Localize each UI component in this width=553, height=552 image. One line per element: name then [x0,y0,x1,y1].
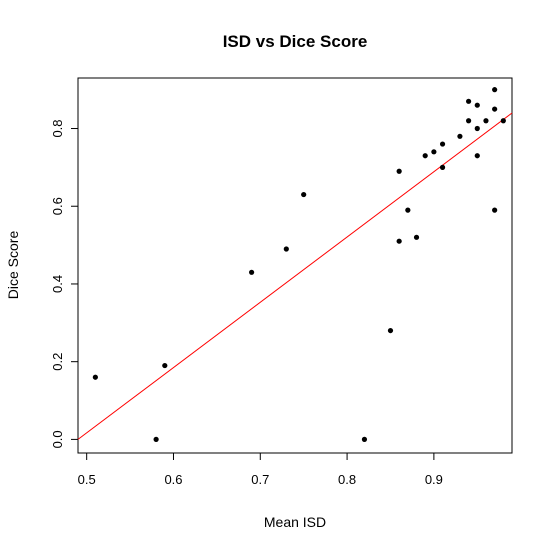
data-point [249,269,255,275]
y-tick-label: 0.8 [50,119,65,137]
y-axis-ticks: 0.0 0.2 0.4 0.6 0.8 [50,119,78,448]
x-tick-label: 0.6 [164,472,182,487]
data-point [387,327,394,334]
data-point [283,246,289,252]
x-axis-ticks: 0.5 0.6 0.7 0.8 0.9 [78,453,443,487]
data-point [483,118,489,124]
data-point [439,141,446,147]
x-tick-label: 0.5 [78,472,96,487]
data-point [301,191,307,198]
data-point [466,118,472,124]
x-tick-label: 0.7 [251,472,269,487]
data-point [413,234,420,240]
data-point [92,374,98,380]
data-point [153,436,159,442]
data-point [431,149,437,155]
data-point [500,118,506,124]
y-axis-label: Dice Score [5,231,21,300]
y-tick-label: 0.6 [50,197,65,215]
y-tick-label: 0.0 [50,430,65,448]
data-point [396,238,402,244]
data-point [361,436,368,442]
x-tick-label: 0.8 [338,472,356,487]
data-point [162,362,168,369]
data-point [405,207,411,213]
data-point [492,207,498,213]
data-point [492,87,498,93]
data-point [466,98,472,104]
chart-title: ISD vs Dice Score [223,32,368,51]
x-tick-label: 0.9 [425,472,443,487]
data-point [422,153,428,159]
data-point [474,125,480,132]
data-point [474,153,480,159]
data-point [474,102,480,108]
data-point [457,133,463,139]
data-point [492,106,498,112]
plot-frame [77,77,513,454]
data-point [439,164,446,170]
data-points [92,87,506,442]
y-tick-label: 0.2 [50,353,65,371]
y-tick-label: 0.4 [50,275,65,293]
regression-line [77,112,513,440]
x-axis-label: Mean ISD [264,514,326,530]
plot-area [77,87,513,442]
data-point [396,168,402,174]
